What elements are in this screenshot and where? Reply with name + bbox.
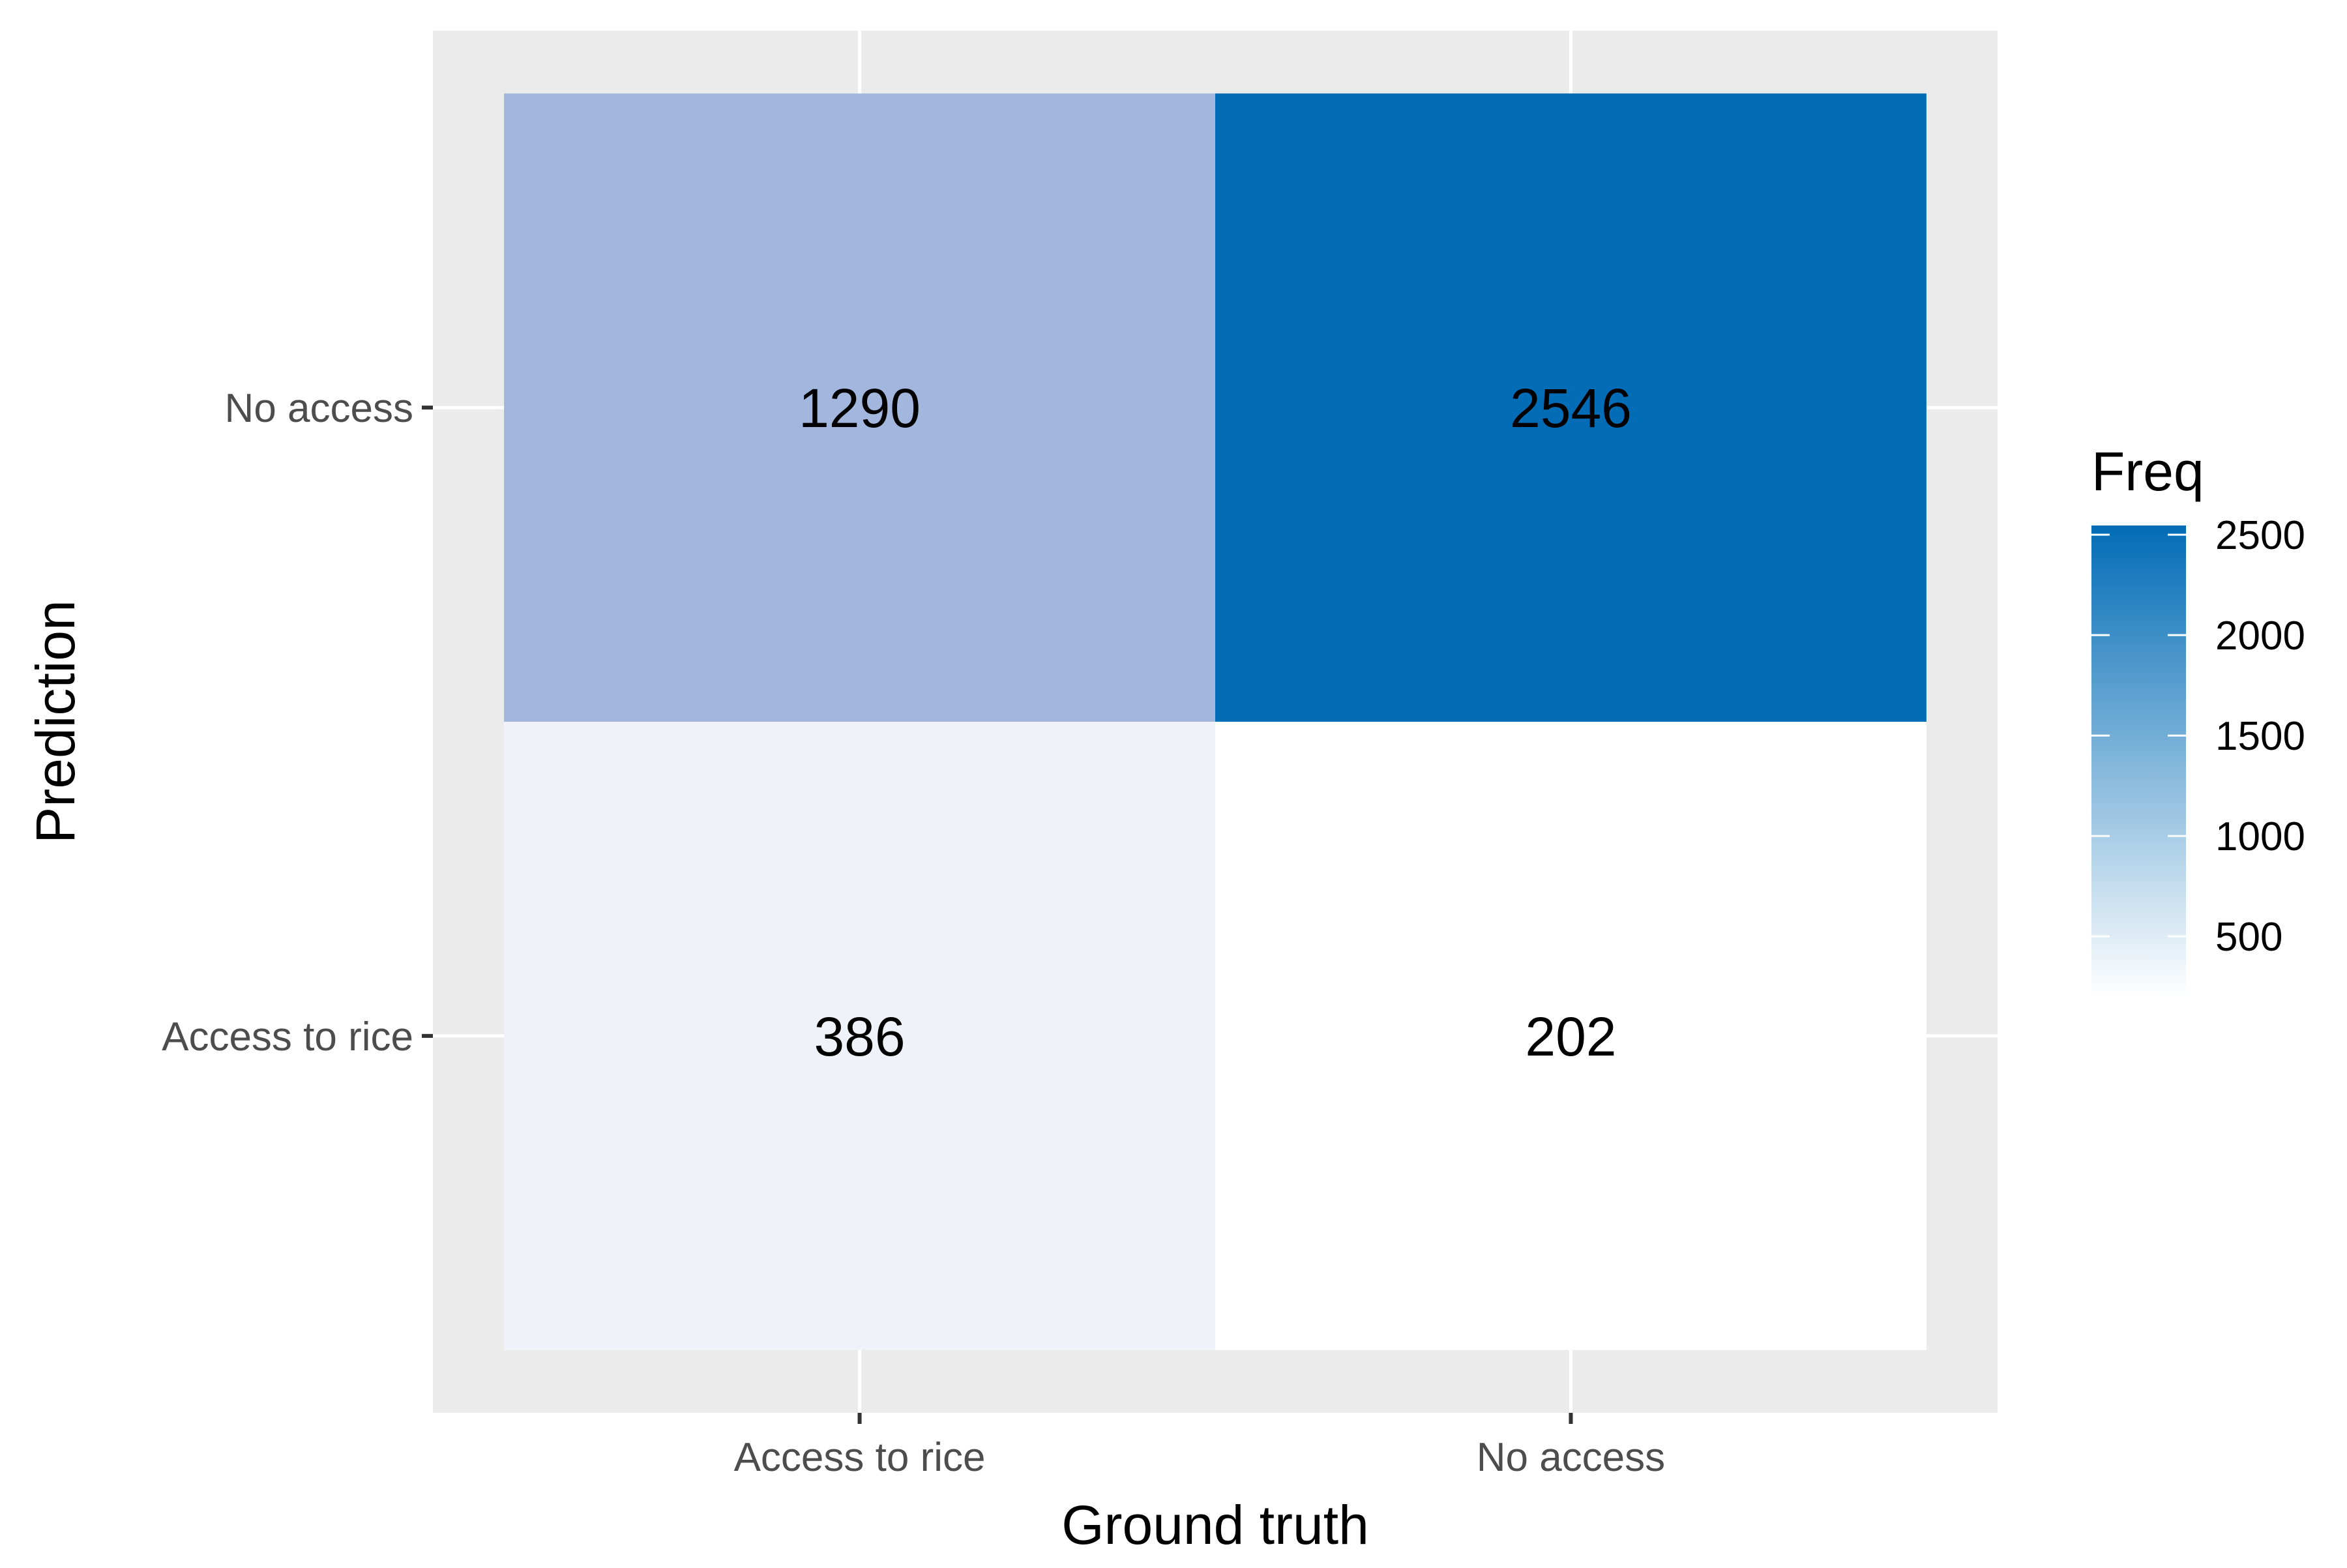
y-axis-title: Prediction — [25, 600, 86, 844]
cell-value-access-to-rice-access-to-rice: 386 — [814, 1006, 905, 1067]
heatmap-cell-access-to-rice-no-access — [1215, 722, 1926, 1350]
heatmap-cell-access-to-rice-access-to-rice — [504, 722, 1216, 1350]
legend-tick-label-1500: 1500 — [2215, 714, 2305, 759]
legend-colorbar — [2091, 525, 2186, 996]
legend-tick-label-2500: 2500 — [2215, 513, 2305, 558]
heatmap-cells — [504, 93, 1926, 1350]
x-axis-title: Ground truth — [1061, 1494, 1369, 1556]
legend-tick-label-2000: 2000 — [2215, 614, 2305, 658]
x-axis: Access to rice No access — [734, 1413, 1665, 1480]
y-tick-label-access-to-rice: Access to rice — [162, 1014, 413, 1059]
y-axis: Access to rice No access — [162, 386, 433, 1059]
x-tick-label-no-access: No access — [1477, 1435, 1665, 1480]
cell-value-access-to-rice-no-access: 202 — [1525, 1006, 1616, 1067]
heatmap-cell-no-access-no-access — [1215, 93, 1926, 722]
heatmap-cell-no-access-access-to-rice — [504, 93, 1216, 722]
legend-ticks: 500 1000 1500 2000 2500 — [2091, 513, 2305, 960]
legend-tick-label-1000: 1000 — [2215, 814, 2305, 859]
color-legend: Freq 500 1000 1500 2000 2500 — [2091, 441, 2305, 996]
legend-tick-label-500: 500 — [2215, 915, 2282, 960]
legend-title: Freq — [2091, 441, 2204, 502]
cell-value-labels: 386 202 1290 2546 — [799, 377, 1632, 1067]
cell-value-no-access-no-access: 2546 — [1510, 377, 1632, 439]
cell-value-no-access-access-to-rice: 1290 — [799, 377, 921, 439]
y-tick-label-no-access: No access — [225, 386, 413, 431]
x-tick-label-access-to-rice: Access to rice — [734, 1435, 986, 1480]
